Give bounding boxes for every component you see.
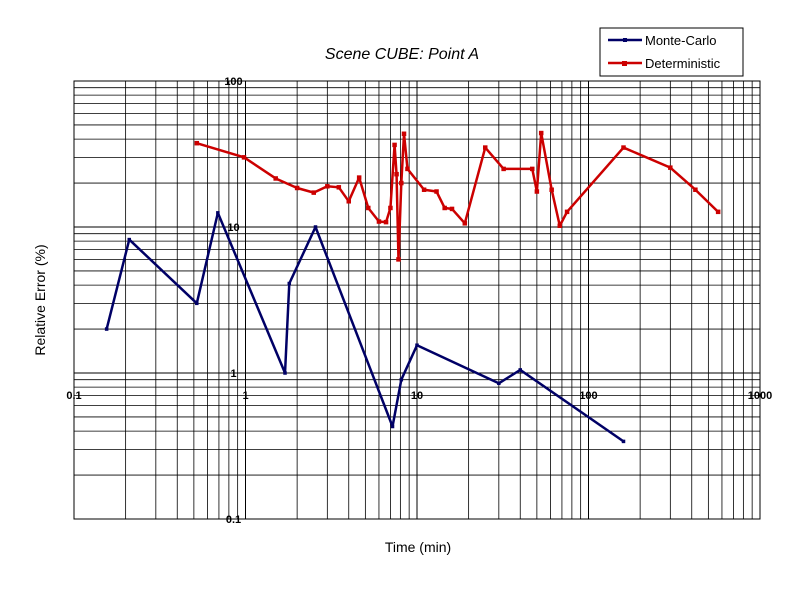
series: [104, 130, 721, 444]
data-point-deterministic: [356, 175, 362, 180]
data-point-deterministic: [388, 205, 393, 211]
data-point-deterministic: [442, 205, 447, 211]
plot-frame: [73, 80, 761, 520]
data-point-monte-carlo: [518, 368, 522, 372]
legend-marker-monte-carlo: [623, 38, 627, 42]
data-point-deterministic: [311, 190, 316, 195]
y-axis-label: Relative Error (%): [32, 244, 48, 355]
data-point-monte-carlo: [415, 343, 419, 347]
x-tick-label: 1000: [748, 390, 772, 402]
data-point-monte-carlo: [621, 439, 626, 444]
data-point-deterministic: [549, 187, 554, 192]
x-axis-label: Time (min): [385, 539, 451, 555]
data-point-deterministic: [405, 166, 410, 172]
data-point-monte-carlo: [287, 281, 292, 286]
chart-title: Scene CUBE: Point A: [325, 46, 479, 63]
data-point-deterministic: [383, 219, 389, 225]
data-point-deterministic: [294, 185, 300, 191]
data-point-monte-carlo: [399, 377, 404, 382]
data-point-monte-carlo: [216, 211, 220, 215]
data-point-deterministic: [346, 199, 351, 204]
data-point-deterministic: [483, 145, 488, 150]
data-point-deterministic: [392, 142, 397, 148]
data-point-deterministic: [273, 176, 278, 181]
series-deterministic: [194, 130, 721, 262]
data-point-monte-carlo: [497, 381, 501, 386]
data-point-deterministic: [449, 206, 455, 212]
x-tick-label: 100: [579, 390, 597, 402]
data-point-monte-carlo: [283, 371, 287, 375]
data-point-monte-carlo: [390, 424, 395, 429]
y-tick-label: 10: [227, 222, 239, 234]
grid: [73, 81, 760, 520]
series-monte-carlo: [104, 211, 626, 444]
y-tick-label: 100: [224, 76, 242, 88]
data-point-deterministic: [336, 185, 342, 190]
data-point-deterministic: [693, 187, 698, 192]
data-point-deterministic: [621, 145, 626, 150]
data-point-deterministic: [434, 189, 439, 194]
data-point-deterministic: [325, 184, 330, 189]
data-point-monte-carlo: [104, 327, 109, 331]
data-point-deterministic: [401, 131, 407, 137]
data-point-deterministic: [534, 189, 540, 194]
data-point-deterministic: [530, 166, 535, 172]
data-point-deterministic: [564, 209, 570, 215]
data-point-deterministic: [557, 223, 563, 228]
data-point-deterministic: [399, 180, 404, 186]
data-point-deterministic: [501, 166, 506, 172]
y-tick-label: 1: [230, 368, 236, 380]
data-point-deterministic: [366, 205, 371, 211]
data-point-monte-carlo: [313, 225, 318, 229]
data-point-deterministic: [376, 219, 382, 224]
data-point-deterministic: [421, 187, 427, 192]
data-point-deterministic: [394, 171, 399, 177]
legend-box: [599, 27, 744, 77]
x-tick-label: 1: [242, 390, 248, 402]
y-tick-label: 0.1: [226, 514, 241, 526]
x-tick-label: 0.1: [66, 390, 81, 402]
data-point-deterministic: [538, 130, 544, 136]
data-point-deterministic: [462, 221, 468, 226]
y-tick-labels: 0.1 1 10 100: [224, 76, 242, 526]
legend-label-deterministic: Deterministic: [645, 56, 721, 71]
data-point-monte-carlo: [195, 301, 199, 306]
data-point-monte-carlo: [127, 237, 132, 242]
x-tick-labels: 0.1 1 10 100 1000: [66, 390, 772, 402]
data-point-deterministic: [194, 140, 200, 146]
legend-marker-deterministic: [622, 61, 627, 66]
x-tick-label: 10: [411, 390, 423, 402]
data-point-deterministic: [241, 155, 247, 160]
data-point-deterministic: [396, 257, 401, 262]
data-point-deterministic: [668, 165, 673, 170]
data-point-deterministic: [715, 209, 721, 215]
legend-label-monte-carlo: Monte-Carlo: [645, 33, 717, 48]
legend: Monte-Carlo Deterministic: [599, 27, 744, 77]
